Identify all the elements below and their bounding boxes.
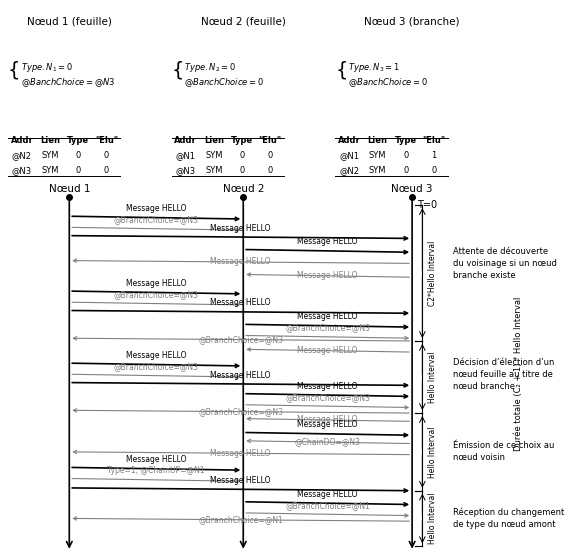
Text: SYM: SYM [205, 151, 223, 160]
Text: SYM: SYM [41, 151, 59, 160]
Text: Nœud 3: Nœud 3 [392, 184, 433, 194]
Text: Nœud 3 (branche): Nœud 3 (branche) [365, 17, 460, 27]
Text: @BranchChoice=@N3: @BranchChoice=@N3 [114, 215, 199, 224]
Text: Réception du changement
de type du nœud amont: Réception du changement de type du nœud … [453, 508, 564, 529]
Text: Émission de ce choix au
nœud voisin: Émission de ce choix au nœud voisin [453, 441, 554, 462]
Text: Message HELLO: Message HELLO [210, 449, 271, 458]
Text: Message HELLO: Message HELLO [210, 298, 271, 307]
Text: {: { [8, 61, 20, 80]
Text: Type: Type [394, 136, 417, 145]
Text: @BranchChoice=@N3: @BranchChoice=@N3 [198, 407, 283, 416]
Text: C2*Hello Interval: C2*Hello Interval [428, 240, 438, 306]
Text: Type: Type [231, 136, 253, 145]
Text: 0: 0 [267, 151, 273, 160]
Text: SYM: SYM [369, 166, 386, 175]
Text: Message HELLO: Message HELLO [210, 371, 271, 380]
Text: Lien: Lien [204, 136, 224, 145]
Text: @BranchChoice=@N1: @BranchChoice=@N1 [285, 501, 370, 510]
Text: Nœud 1 (feuille): Nœud 1 (feuille) [27, 17, 112, 27]
Text: @N3: @N3 [12, 166, 32, 175]
Text: Hello Interval: Hello Interval [428, 493, 438, 544]
Text: Type: Type [67, 136, 89, 145]
Text: Lien: Lien [367, 136, 388, 145]
Text: Nœud 1: Nœud 1 [48, 184, 90, 194]
Text: Message HELLO: Message HELLO [297, 381, 358, 391]
Text: $@BanchChoice = 0$: $@BanchChoice = 0$ [185, 77, 264, 89]
Text: Message HELLO: Message HELLO [297, 346, 358, 355]
Text: Décision d’élection d’un
nœud feuille au titre de
nœud branche: Décision d’élection d’un nœud feuille au… [453, 358, 554, 390]
Text: Message HELLO: Message HELLO [210, 476, 271, 485]
Text: T=0: T=0 [417, 200, 438, 210]
Text: Message HELLO: Message HELLO [126, 204, 186, 213]
Text: Addr: Addr [10, 136, 33, 145]
Text: "Elu": "Elu" [259, 136, 282, 145]
Text: Message HELLO: Message HELLO [297, 237, 358, 246]
Text: SYM: SYM [41, 166, 59, 175]
Text: Nœud 2: Nœud 2 [223, 184, 264, 194]
Text: @BranchChoice=@N3: @BranchChoice=@N3 [285, 393, 370, 402]
Text: Message HELLO: Message HELLO [126, 351, 186, 360]
Text: @BranchChoice=@N3: @BranchChoice=@N3 [285, 323, 370, 333]
Text: Durée totale (C₂ + 1) * Hello Interval: Durée totale (C₂ + 1) * Hello Interval [515, 297, 523, 451]
Text: @ChainDO=@N3: @ChainDO=@N3 [295, 437, 361, 447]
Text: 0: 0 [239, 151, 244, 160]
Text: SYM: SYM [205, 166, 223, 175]
Text: Message HELLO: Message HELLO [297, 271, 358, 280]
Text: 0: 0 [76, 151, 81, 160]
Text: {: { [171, 61, 184, 80]
Text: $Type.N_3 = 1$: $Type.N_3 = 1$ [348, 61, 400, 74]
Text: Message HELLO: Message HELLO [297, 416, 358, 424]
Text: Message HELLO: Message HELLO [126, 455, 186, 464]
Text: Attente de découverte
du voisinage si un nœud
branche existe: Attente de découverte du voisinage si un… [453, 247, 557, 279]
Text: Addr: Addr [338, 136, 361, 145]
Text: Addr: Addr [174, 136, 197, 145]
Text: Message HELLO: Message HELLO [126, 279, 186, 288]
Text: Lien: Lien [40, 136, 60, 145]
Text: {: { [335, 61, 348, 80]
Text: "Elu": "Elu" [95, 136, 118, 145]
Text: Message HELLO: Message HELLO [210, 258, 271, 267]
Text: Message HELLO: Message HELLO [297, 312, 358, 321]
Text: 0: 0 [403, 151, 408, 160]
Text: $Type.N_1 = 0$: $Type.N_1 = 0$ [21, 61, 72, 74]
Text: Type=1, @ChainUP=@N1: Type=1, @ChainUP=@N1 [108, 466, 205, 475]
Text: Hello Interval: Hello Interval [428, 426, 438, 478]
Text: @N2: @N2 [12, 151, 32, 160]
Text: $@BanchChoice = @N3$: $@BanchChoice = @N3$ [21, 77, 115, 89]
Text: SYM: SYM [369, 151, 386, 160]
Text: 0: 0 [239, 166, 244, 175]
Text: $Type.N_2 = 0$: $Type.N_2 = 0$ [185, 61, 236, 74]
Text: "Elu": "Elu" [422, 136, 446, 145]
Text: 0: 0 [76, 166, 81, 175]
Text: 0: 0 [104, 151, 109, 160]
Text: 1: 1 [431, 151, 436, 160]
Text: Hello Interval: Hello Interval [428, 351, 438, 403]
Text: @N1: @N1 [339, 151, 359, 160]
Text: @BranchChoice=@N3: @BranchChoice=@N3 [114, 362, 199, 371]
Text: 0: 0 [267, 166, 273, 175]
Text: 0: 0 [403, 166, 408, 175]
Text: $@BanchChoice = 0$: $@BanchChoice = 0$ [348, 77, 428, 89]
Text: @BranchChoice=@N3: @BranchChoice=@N3 [114, 290, 199, 299]
Text: Message HELLO: Message HELLO [210, 223, 271, 232]
Text: @N2: @N2 [339, 166, 359, 175]
Text: @N1: @N1 [176, 151, 196, 160]
Text: @BranchChoice=@N3: @BranchChoice=@N3 [198, 335, 283, 344]
Text: Message HELLO: Message HELLO [297, 421, 358, 430]
Text: Message HELLO: Message HELLO [297, 490, 358, 499]
Text: @BranchChoice=@N1: @BranchChoice=@N1 [198, 515, 283, 524]
Text: Nœud 2 (feuille): Nœud 2 (feuille) [201, 17, 286, 27]
Text: 0: 0 [104, 166, 109, 175]
Text: 0: 0 [431, 166, 436, 175]
Text: @N3: @N3 [175, 166, 196, 175]
